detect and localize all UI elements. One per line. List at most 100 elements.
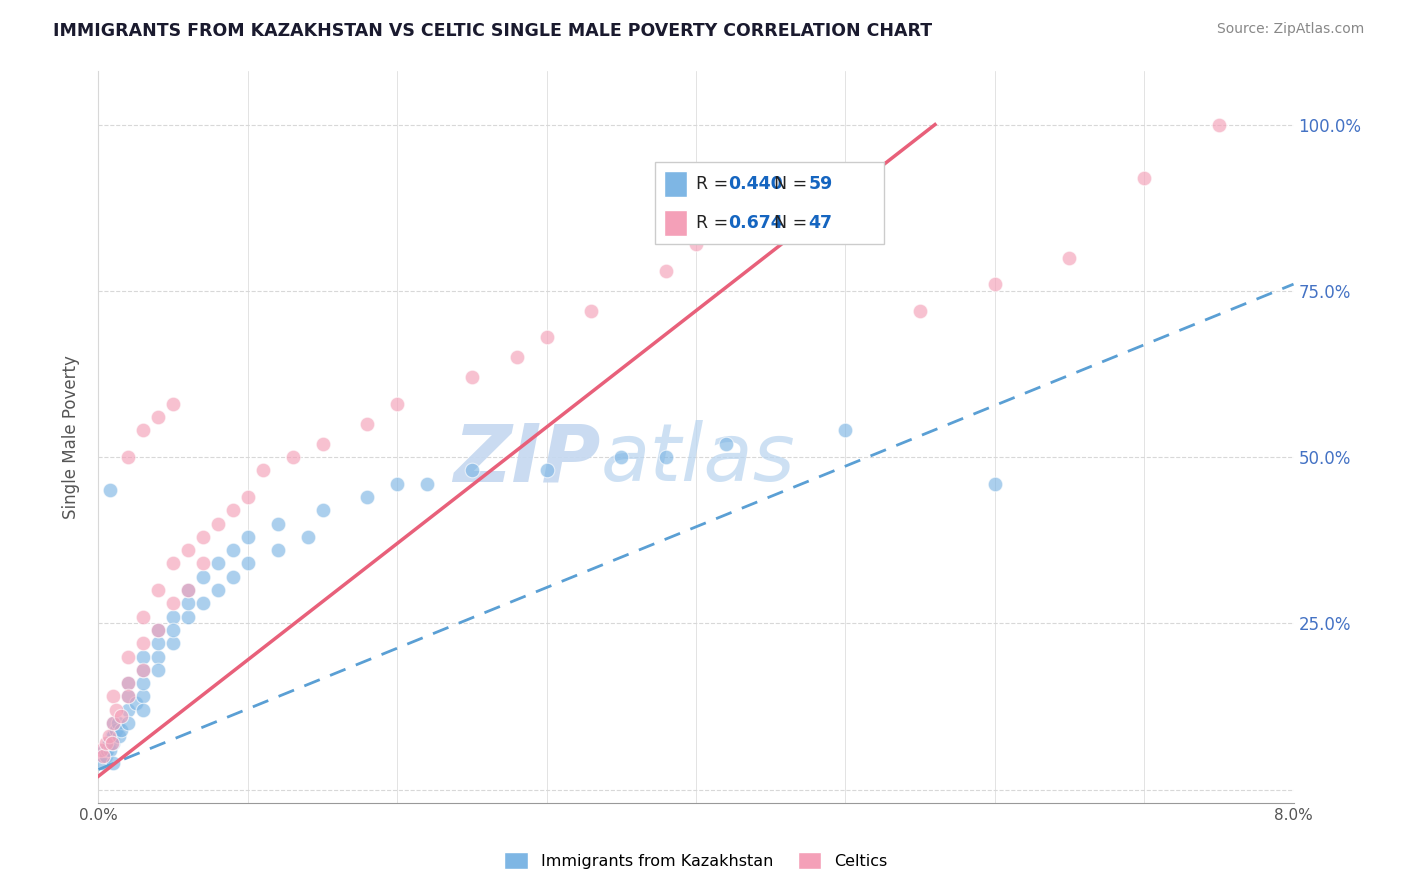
Point (236, 490, 259, 504)
Point (385, 476, 409, 491)
Point (685, 237, 707, 252)
Point (162, 397, 184, 411)
Point (117, 690, 139, 704)
Point (148, 636, 170, 650)
Point (117, 676, 139, 690)
Point (177, 582, 200, 597)
Point (655, 450, 678, 464)
Text: N =: N = (775, 175, 813, 194)
Point (94, 749, 117, 764)
Point (105, 723, 128, 737)
Point (103, 716, 125, 731)
Point (162, 557, 184, 571)
Point (132, 676, 155, 690)
Text: IMMIGRANTS FROM KAZAKHSTAN VS CELTIC SINGLE MALE POVERTY CORRELATION CHART: IMMIGRANTS FROM KAZAKHSTAN VS CELTIC SIN… (53, 22, 932, 40)
Point (908, 303, 931, 318)
Point (110, 723, 132, 737)
Point (191, 530, 214, 544)
Point (103, 756, 125, 770)
Bar (665, 210, 688, 236)
Text: R =: R = (696, 175, 734, 194)
Point (125, 696, 148, 710)
Text: ZIP: ZIP (453, 420, 600, 498)
Point (132, 663, 155, 677)
Point (191, 570, 214, 584)
Point (536, 463, 558, 477)
Point (1208, 118, 1230, 132)
Point (356, 490, 378, 504)
Point (90, 749, 112, 764)
Bar (665, 171, 688, 197)
Point (117, 450, 139, 464)
Point (207, 557, 229, 571)
Point (91, 756, 114, 770)
Point (162, 609, 184, 624)
Text: Source: ZipAtlas.com: Source: ZipAtlas.com (1216, 22, 1364, 37)
Point (105, 703, 128, 717)
Point (91, 749, 114, 764)
Point (132, 649, 155, 664)
Point (536, 330, 558, 344)
Point (162, 623, 184, 637)
Text: R =: R = (696, 214, 734, 232)
FancyBboxPatch shape (655, 162, 884, 244)
Point (356, 417, 378, 431)
Point (177, 609, 200, 624)
Point (162, 636, 184, 650)
Text: 0.674: 0.674 (728, 214, 783, 232)
Point (191, 557, 214, 571)
Point (98, 742, 122, 756)
Point (311, 436, 333, 450)
Point (98, 483, 122, 498)
Text: atlas: atlas (600, 420, 796, 498)
Point (311, 503, 333, 517)
Point (759, 211, 782, 225)
Point (117, 703, 139, 717)
Point (110, 709, 132, 723)
Point (117, 676, 139, 690)
Point (222, 503, 245, 517)
Point (96, 742, 118, 756)
Point (94, 736, 117, 750)
Point (132, 690, 155, 704)
Point (97, 736, 120, 750)
Point (177, 596, 200, 610)
Point (222, 570, 245, 584)
Point (416, 476, 439, 491)
Point (1133, 170, 1156, 185)
Point (236, 530, 259, 544)
Point (297, 530, 319, 544)
Point (103, 736, 125, 750)
Point (117, 690, 139, 704)
Point (148, 623, 170, 637)
Point (236, 557, 259, 571)
Point (132, 703, 155, 717)
Point (177, 582, 200, 597)
Point (385, 397, 409, 411)
Point (461, 370, 484, 384)
Point (162, 596, 184, 610)
Point (103, 716, 125, 731)
Point (107, 716, 129, 731)
Point (148, 582, 170, 597)
Point (1059, 251, 1081, 265)
Point (267, 543, 290, 558)
Point (101, 736, 124, 750)
Point (655, 264, 678, 278)
Point (103, 729, 125, 743)
Point (834, 424, 856, 438)
Text: 47: 47 (808, 214, 832, 232)
Point (103, 690, 125, 704)
Point (984, 277, 1007, 292)
Point (117, 716, 139, 731)
Point (101, 729, 124, 743)
Point (148, 663, 170, 677)
Text: N =: N = (775, 214, 813, 232)
Point (191, 596, 214, 610)
Point (267, 516, 290, 531)
Point (148, 649, 170, 664)
Point (90, 742, 112, 756)
Point (581, 303, 603, 318)
Point (93, 742, 115, 756)
Point (506, 351, 529, 365)
